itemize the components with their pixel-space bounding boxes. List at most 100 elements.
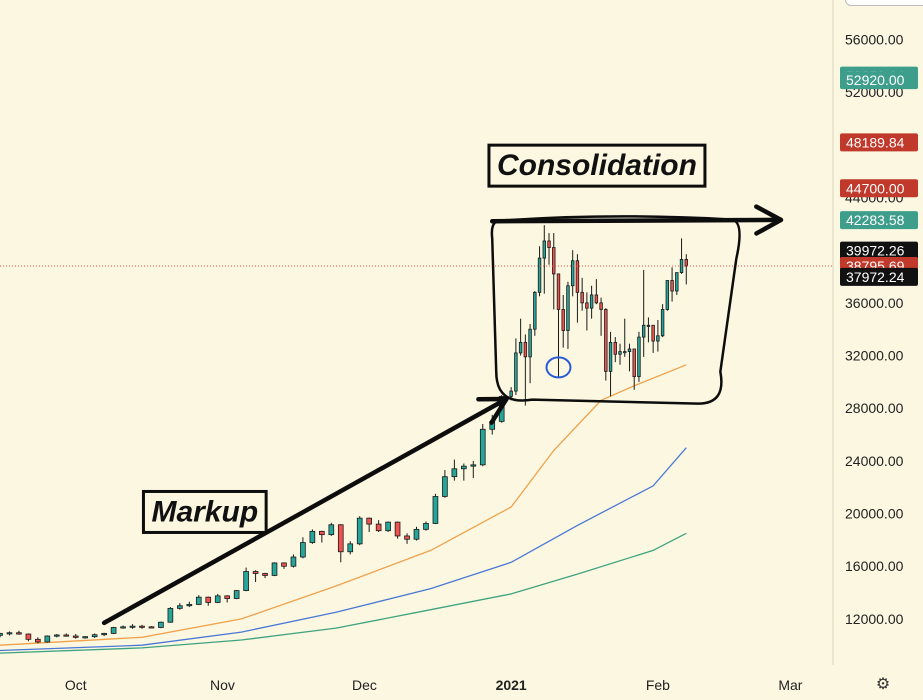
- candle-body: [356, 517, 363, 545]
- candle: [656, 319, 660, 352]
- x-tick-label: Oct: [65, 677, 87, 693]
- candle: [523, 334, 528, 406]
- candle: [413, 526, 420, 541]
- candle-body: [82, 636, 89, 639]
- candle-body: [542, 240, 546, 259]
- candle: [627, 343, 632, 372]
- price-badge-bg: [840, 179, 918, 198]
- candle: [91, 633, 98, 639]
- candle: [566, 281, 570, 349]
- candle: [556, 273, 561, 377]
- candle-body: [63, 634, 70, 637]
- candle: [110, 626, 117, 635]
- candle: [637, 331, 641, 382]
- candle-body: [589, 294, 594, 309]
- toolbar-tab[interactable]: [845, 0, 923, 6]
- consolidation-range-box: [490, 215, 741, 405]
- candle-body: [158, 621, 164, 628]
- candle-body: [423, 523, 429, 530]
- candle: [594, 279, 599, 305]
- candle-body: [442, 476, 448, 497]
- price-badge: 48189.84: [840, 133, 918, 152]
- candle-body: [613, 341, 617, 355]
- candle-body: [195, 596, 202, 605]
- candle-body: [385, 521, 391, 532]
- candle-body: [514, 352, 518, 392]
- candle: [479, 424, 486, 467]
- candle-body: [618, 351, 622, 355]
- wick-low-circle: [545, 356, 572, 379]
- candle: [281, 562, 287, 569]
- candle-body: [533, 291, 537, 330]
- candle: [632, 348, 636, 390]
- candle: [243, 567, 249, 592]
- candle: [470, 460, 477, 479]
- candle-body: [646, 324, 651, 327]
- candle-body: [337, 524, 344, 553]
- candle: [347, 541, 354, 555]
- candle: [575, 254, 580, 323]
- candle: [328, 522, 335, 536]
- candle-body: [523, 341, 528, 358]
- candle: [167, 607, 174, 623]
- candle-body: [566, 285, 570, 331]
- candle-body: [16, 632, 22, 635]
- candle: [613, 337, 617, 363]
- candle-body: [594, 294, 599, 304]
- candle: [233, 589, 240, 600]
- y-axis[interactable]: 12000.00 16000.00 20000.00 24000.00 28000.00…: [845, 32, 904, 627]
- price-badge-label: 42283.58: [846, 212, 905, 228]
- candle-body: [0, 632, 3, 636]
- price-badge-label: 52920.00: [846, 72, 905, 88]
- price-badge-bg: [840, 267, 918, 286]
- candle: [570, 250, 575, 297]
- markup-arrow-shaft: [101, 396, 509, 626]
- candle: [552, 233, 556, 310]
- price-badge: 39972.26: [840, 241, 918, 260]
- candle: [35, 637, 41, 644]
- candle-body: [599, 302, 603, 310]
- candle: [224, 595, 230, 603]
- consolidation-box: [487, 143, 707, 188]
- candle: [366, 517, 372, 532]
- candle-body: [53, 634, 60, 637]
- candle-body: [451, 468, 458, 478]
- candle: [82, 636, 89, 639]
- candle: [72, 634, 79, 639]
- candle-body: [604, 309, 608, 372]
- candle-body: [271, 562, 278, 576]
- candle-body: [243, 571, 249, 591]
- candle-body: [139, 625, 145, 628]
- price-badge-label: 37972.24: [846, 269, 905, 285]
- candle-body: [660, 309, 665, 337]
- candle-body: [148, 626, 155, 629]
- candle: [319, 530, 325, 543]
- candle: [195, 595, 202, 606]
- candle: [670, 267, 674, 302]
- x-axis[interactable]: Oct Nov Dec 2021 Feb Mar: [65, 677, 803, 693]
- candle: [148, 626, 155, 629]
- candle-body: [129, 625, 136, 628]
- candle-body: [91, 634, 98, 638]
- candle-body: [233, 590, 240, 599]
- candle-body: [432, 496, 439, 524]
- candle: [394, 521, 401, 539]
- candle: [129, 624, 136, 629]
- gear-icon[interactable]: ⚙: [875, 676, 891, 693]
- consolidation-arrow-shaft: [489, 217, 784, 224]
- price-badge-bg: [840, 133, 918, 152]
- candle-body: [570, 260, 575, 287]
- candle-body: [528, 328, 532, 358]
- candle: [6, 631, 13, 636]
- candle-body: [561, 309, 565, 331]
- candle-body: [281, 562, 287, 567]
- candle-body: [575, 260, 580, 293]
- candle: [25, 633, 32, 642]
- markup-arrow-head: [476, 396, 509, 425]
- candle: [580, 277, 584, 311]
- candle-body: [72, 635, 79, 638]
- candle: [0, 632, 3, 638]
- candle-body: [252, 571, 259, 574]
- candle-body: [300, 542, 306, 558]
